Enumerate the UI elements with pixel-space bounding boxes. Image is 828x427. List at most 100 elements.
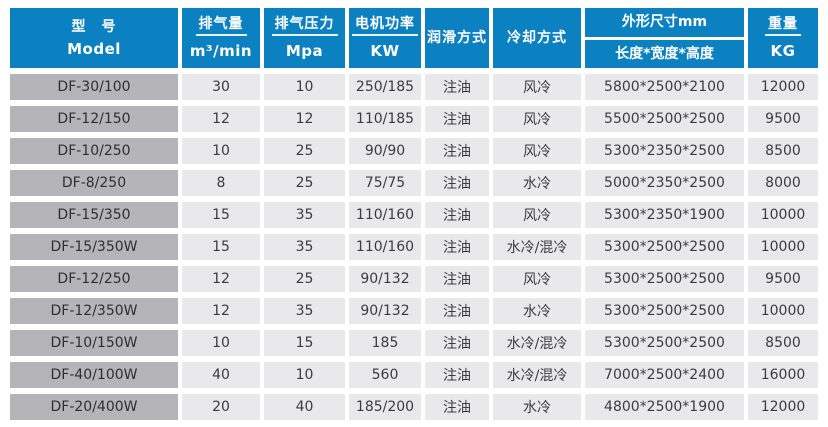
data-cell: 注油 [425, 330, 489, 356]
data-cell: 35 [264, 234, 345, 260]
data-cell: 250/185 [349, 74, 421, 100]
model-cell: DF-15/350W [10, 234, 178, 260]
data-cell: 风冷 [493, 74, 581, 100]
data-cell: 25 [264, 138, 345, 164]
model-cell: DF-8/250 [10, 170, 178, 196]
data-cell: 90/90 [349, 138, 421, 164]
col-header-displacement: 排气量 m³/min [182, 8, 260, 68]
data-cell: 水冷/混冷 [493, 234, 581, 260]
data-cell: 注油 [425, 298, 489, 324]
data-cell: 35 [264, 202, 345, 228]
data-cell: 15 [182, 234, 260, 260]
col-header-cooling: 冷却方式 [493, 8, 581, 68]
data-cell: 35 [264, 298, 345, 324]
data-cell: 16000 [748, 362, 818, 388]
data-cell: 10 [264, 362, 345, 388]
data-cell: 10000 [748, 234, 818, 260]
data-cell: 5800*2500*2100 [585, 74, 744, 100]
data-cell: 5000*2350*2500 [585, 170, 744, 196]
col-header-cooling-zh: 冷却方式 [507, 30, 567, 46]
model-cell: DF-15/350 [10, 202, 178, 228]
data-cell: 风冷 [493, 138, 581, 164]
data-cell: 水冷 [493, 394, 581, 420]
data-cell: 25 [264, 266, 345, 292]
data-cell: 12000 [748, 394, 818, 420]
data-cell: 注油 [425, 106, 489, 132]
data-cell: 40 [182, 362, 260, 388]
data-cell: 10 [182, 138, 260, 164]
col-header-pressure-zh: 排气压力 [271, 17, 338, 36]
data-cell: 9500 [748, 266, 818, 292]
data-cell: 12 [264, 106, 345, 132]
data-cell: 110/160 [349, 202, 421, 228]
data-cell: 20 [182, 394, 260, 420]
data-cell: 注油 [425, 170, 489, 196]
data-cell: 5300*2500*2500 [585, 266, 744, 292]
data-cell: 12 [182, 298, 260, 324]
col-header-power: 电机功率 KW [349, 8, 421, 68]
data-cell: 5500*2500*2500 [585, 106, 744, 132]
model-cell: DF-12/350W [10, 298, 178, 324]
col-header-model-en: Model [67, 39, 121, 58]
data-cell: 8500 [748, 138, 818, 164]
data-cell: 5300*2500*2500 [585, 298, 744, 324]
col-header-weight: 重量 KG [748, 8, 818, 68]
data-cell: 15 [182, 202, 260, 228]
data-cell: 10000 [748, 298, 818, 324]
data-cell: 风冷 [493, 266, 581, 292]
data-cell: 注油 [425, 74, 489, 100]
col-header-model: 型 号 Model [10, 8, 178, 68]
data-cell: 10000 [748, 202, 818, 228]
data-cell: 30 [182, 74, 260, 100]
data-cell: 90/132 [349, 266, 421, 292]
col-header-dimensions: 外形尺寸mm 长度*宽度*高度 [585, 8, 744, 68]
data-cell: 5300*2500*2500 [585, 330, 744, 356]
col-header-dimensions-zh: 外形尺寸mm [585, 8, 744, 40]
data-cell: 110/185 [349, 106, 421, 132]
model-cell: DF-12/150 [10, 106, 178, 132]
data-cell: 7000*2500*2400 [585, 362, 744, 388]
data-cell: 5300*2350*1900 [585, 202, 744, 228]
data-cell: 75/75 [349, 170, 421, 196]
col-header-lubrication: 润滑方式 [425, 8, 489, 68]
data-cell: 25 [264, 170, 345, 196]
data-cell: 注油 [425, 266, 489, 292]
data-cell: 风冷 [493, 106, 581, 132]
data-cell: 15 [264, 330, 345, 356]
col-header-power-zh: 电机功率 [352, 17, 418, 36]
data-cell: 560 [349, 362, 421, 388]
data-cell: 110/160 [349, 234, 421, 260]
data-cell: 40 [264, 394, 345, 420]
data-cell: 10 [182, 330, 260, 356]
data-cell: 185/200 [349, 394, 421, 420]
data-cell: 注油 [425, 394, 489, 420]
data-cell: 5300*2350*2500 [585, 138, 744, 164]
data-cell: 5300*2500*2500 [585, 234, 744, 260]
data-cell: 风冷 [493, 202, 581, 228]
data-cell: 水冷 [493, 298, 581, 324]
data-cell: 8000 [748, 170, 818, 196]
model-cell: DF-30/100 [10, 74, 178, 100]
data-cell: 9500 [748, 106, 818, 132]
col-header-dimensions-sub: 长度*宽度*高度 [615, 45, 714, 62]
col-header-displacement-zh: 排气量 [195, 17, 247, 36]
data-cell: 注油 [425, 138, 489, 164]
data-cell: 8 [182, 170, 260, 196]
data-cell: 10 [264, 74, 345, 100]
col-header-weight-en: KG [770, 42, 796, 60]
data-cell: 12 [182, 106, 260, 132]
col-header-lubrication-zh: 润滑方式 [427, 30, 487, 46]
data-cell: 12000 [748, 74, 818, 100]
data-cell: 8500 [748, 330, 818, 356]
model-cell: DF-12/250 [10, 266, 178, 292]
data-cell: 注油 [425, 234, 489, 260]
col-header-weight-zh: 重量 [765, 17, 801, 36]
data-cell: 水冷/混冷 [493, 362, 581, 388]
model-cell: DF-40/100W [10, 362, 178, 388]
model-cell: DF-10/150W [10, 330, 178, 356]
col-header-displacement-en: m³/min [189, 42, 253, 60]
data-cell: 90/132 [349, 298, 421, 324]
data-cell: 注油 [425, 202, 489, 228]
